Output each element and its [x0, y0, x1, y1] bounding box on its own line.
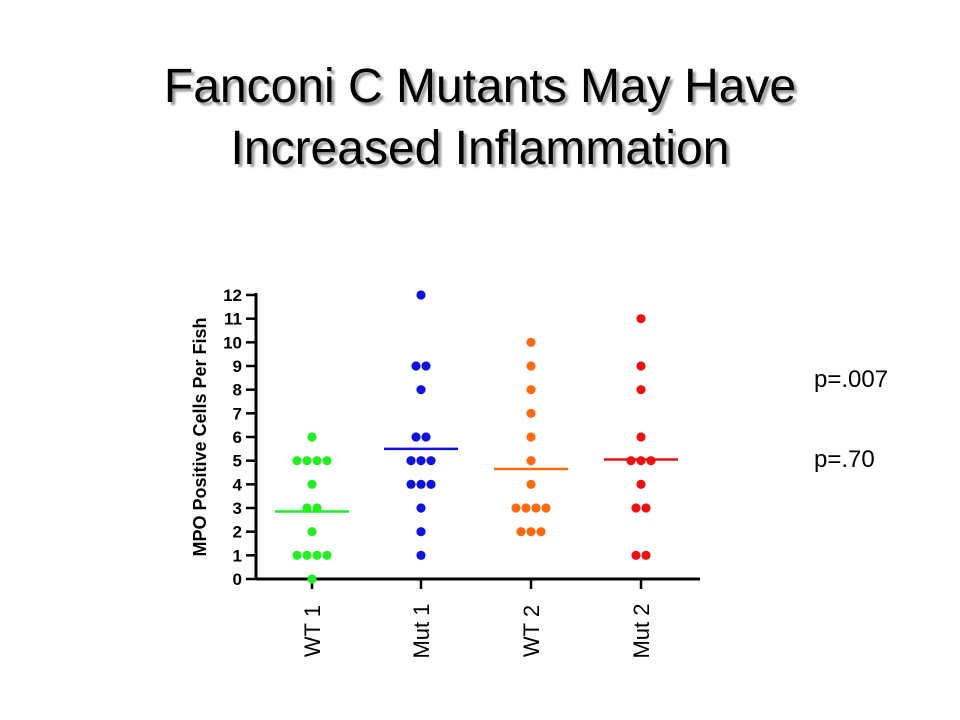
- y-tick-label: 12: [223, 286, 242, 305]
- y-tick-label: 10: [223, 333, 242, 352]
- data-point: [416, 527, 426, 537]
- title-line-1: Fanconi C Mutants May Have: [163, 60, 797, 113]
- data-point: [526, 337, 536, 347]
- slide-title: Fanconi C Mutants May Have Increased Inf…: [0, 56, 960, 180]
- data-point: [426, 479, 436, 489]
- y-tick-label: 6: [233, 428, 242, 447]
- data-point: [516, 527, 526, 537]
- data-point: [307, 479, 317, 489]
- data-point: [641, 503, 651, 513]
- data-point: [526, 385, 536, 395]
- y-tick-label: 8: [233, 381, 242, 400]
- data-point: [307, 574, 317, 584]
- data-point: [641, 550, 651, 560]
- data-point: [511, 503, 521, 513]
- data-point: [292, 550, 302, 560]
- y-tick-label: 1: [233, 546, 242, 565]
- data-point: [416, 479, 426, 489]
- title-line-2: Increased Inflammation: [230, 122, 730, 175]
- data-point: [636, 432, 646, 442]
- data-point: [631, 550, 641, 560]
- x-tick-label: Mut 2: [629, 603, 654, 658]
- y-tick-label: 2: [233, 523, 242, 542]
- y-tick-label: 11: [224, 310, 242, 329]
- data-point: [536, 527, 546, 537]
- data-point: [636, 314, 646, 324]
- data-point: [322, 456, 332, 466]
- data-point: [531, 503, 541, 513]
- data-point: [411, 361, 421, 371]
- data-point: [526, 527, 536, 537]
- y-tick-label: 5: [233, 452, 242, 471]
- data-point: [322, 550, 332, 560]
- data-point: [312, 550, 322, 560]
- data-point: [421, 432, 431, 442]
- data-point: [406, 479, 416, 489]
- y-tick-label: 9: [233, 357, 242, 376]
- data-point: [292, 456, 302, 466]
- data-point: [312, 456, 322, 466]
- data-point: [307, 527, 317, 537]
- x-tick-label: WT 2: [519, 605, 544, 657]
- data-point: [416, 550, 426, 560]
- y-axis-label: MPO Positive Cells Per Fish: [190, 317, 210, 556]
- data-point: [302, 550, 312, 560]
- x-tick-label: WT 1: [300, 605, 325, 657]
- data-point: [526, 361, 536, 371]
- y-tick-label: 7: [233, 404, 242, 423]
- p-value-2: p=.70: [814, 446, 875, 473]
- data-point: [307, 432, 317, 442]
- data-point: [416, 503, 426, 513]
- data-point: [526, 408, 536, 418]
- data-point: [421, 361, 431, 371]
- y-tick-label: 3: [233, 499, 242, 518]
- data-point: [631, 503, 641, 513]
- y-tick-label: 4: [233, 475, 243, 494]
- data-point: [411, 432, 421, 442]
- data-point: [541, 503, 551, 513]
- data-point: [416, 385, 426, 395]
- y-tick-label: 0: [233, 570, 242, 589]
- p-value-1: p=.007: [814, 366, 889, 393]
- data-point: [416, 290, 426, 300]
- data-point: [526, 479, 536, 489]
- x-tick-label: Mut 1: [409, 603, 434, 658]
- data-point: [416, 456, 426, 466]
- data-point: [426, 456, 436, 466]
- data-point: [526, 456, 536, 466]
- data-point: [636, 479, 646, 489]
- data-point: [521, 503, 531, 513]
- data-point: [526, 432, 536, 442]
- data-point: [406, 456, 416, 466]
- data-point: [636, 361, 646, 371]
- data-point: [636, 385, 646, 395]
- data-point: [302, 456, 312, 466]
